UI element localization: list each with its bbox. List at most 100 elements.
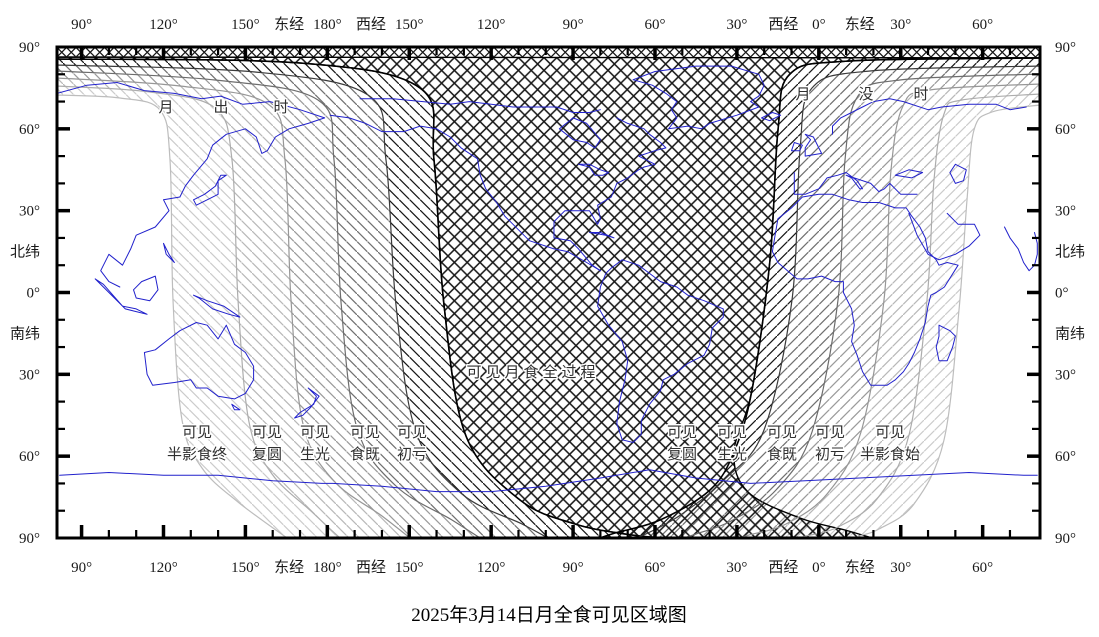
band-label-left-2: 可见 [300, 425, 330, 441]
band-label-right-2: 食既 [767, 446, 797, 463]
band-label-left-2: 生光 [300, 446, 330, 463]
lat-label-right: 30° [1055, 367, 1076, 383]
lat-label-left: 60° [19, 449, 40, 465]
moonrise-label-char: 月 [158, 100, 173, 116]
boundary-left-5 [57, 58, 661, 538]
boundary-left-3 [57, 70, 481, 538]
band-label-right-2: 可见 [767, 425, 797, 441]
coastline-path [179, 117, 326, 198]
lon-label-top: 30° [890, 17, 911, 33]
coastline-path [949, 163, 967, 184]
band-right-3 [741, 84, 1040, 538]
band-label-left-0: 可见 [182, 425, 212, 441]
lon-label-top: 180° [313, 17, 342, 33]
coastline-path [791, 142, 803, 152]
moonset-label-char: 没 [858, 86, 873, 103]
coastline-path [329, 114, 601, 272]
boundary-right-2 [683, 73, 1040, 538]
lat-label-left: 北纬 [10, 244, 40, 261]
lon-label-bottom: 120° [149, 560, 178, 576]
lat-label-left: 60° [19, 122, 40, 138]
lat-label-right: 60° [1055, 449, 1076, 465]
coastlines [57, 65, 1038, 493]
coastline-path [894, 169, 924, 179]
coastline-path [231, 403, 241, 411]
coastline-path [553, 117, 667, 272]
coastline-path [57, 82, 326, 119]
lat-label-left: 90° [19, 531, 40, 547]
lat-label-left: 30° [19, 367, 40, 383]
coastline-path [578, 163, 610, 176]
moonset-label-char: 月 [795, 87, 810, 103]
coastline-path [804, 133, 823, 157]
region-labels: 月出时月没时可见月食全过程可见半影食终可见复圆可见生光可见食既可见初亏可见复圆可… [157, 85, 930, 465]
band-right-1 [636, 66, 1040, 538]
axis-labels: 90°90°120°120°150°150°东经东经180°180°西经西经15… [10, 16, 1085, 576]
lat-label-right: 0° [1055, 286, 1069, 302]
lat-label-left: 90° [19, 40, 40, 56]
lon-label-top: 60° [972, 17, 993, 33]
lon-label-top: 30° [726, 17, 747, 33]
lon-label-bottom: 西经 [768, 559, 798, 576]
band-right-4 [800, 94, 1040, 538]
band-label-left-1: 复圆 [252, 445, 282, 463]
lat-label-left: 30° [19, 204, 40, 220]
band-label-left-1: 可见 [252, 425, 282, 441]
lon-label-top: 90° [71, 17, 92, 33]
band-label-left-4: 初亏 [397, 446, 427, 463]
lon-label-top: 90° [563, 17, 584, 33]
lon-label-top: 150° [231, 17, 260, 33]
lon-label-top: 60° [644, 17, 665, 33]
band-label-left-3: 可见 [350, 425, 380, 441]
coastline-path [133, 275, 159, 302]
lat-label-left: 南纬 [10, 325, 40, 342]
coastline-path [908, 212, 981, 261]
band-label-right-1: 生光 [717, 446, 747, 463]
coastline-path [771, 193, 959, 386]
coastline-path [597, 259, 724, 443]
coastline-path [193, 294, 241, 318]
lon-label-top: 0° [812, 17, 826, 33]
lon-label-top: 120° [149, 17, 178, 33]
lon-label-bottom: 东经 [845, 559, 875, 576]
band-label-right-0: 可见 [667, 425, 697, 441]
phase-boundaries [57, 57, 1040, 538]
lon-label-top: 东经 [845, 16, 875, 33]
lon-label-top: 150° [395, 17, 424, 33]
coastline-path [193, 174, 227, 206]
band-label-left-4: 可见 [397, 425, 427, 441]
lon-label-bottom: 180° [313, 560, 342, 576]
lon-label-top: 东经 [274, 16, 304, 33]
axis-ticks [57, 47, 1040, 538]
band-left-0 [57, 86, 340, 538]
lat-label-right: 90° [1055, 40, 1076, 56]
lat-label-right: 北纬 [1055, 244, 1085, 261]
coastline-path [143, 322, 255, 400]
coastline-path [589, 232, 615, 239]
coastline-path [935, 324, 956, 362]
boundary-right-5 [854, 104, 1040, 538]
band-label-left-3: 食既 [350, 446, 380, 463]
boundary-right-0 [599, 57, 1040, 538]
coastline-path [558, 117, 601, 149]
lat-label-right: 60° [1055, 122, 1076, 138]
band-label-right-3: 可见 [815, 425, 845, 441]
figure-title: 2025年3月14日月全食可见区域图 [411, 604, 687, 626]
band-label-right-1: 可见 [717, 425, 747, 441]
coastline-path [632, 65, 765, 130]
coastline-path [359, 98, 601, 113]
lon-label-bottom: 60° [644, 560, 665, 576]
coastline-path [793, 172, 918, 195]
band-label-right-4: 半影食始 [860, 446, 920, 463]
coastline-path [100, 196, 181, 288]
lon-label-bottom: 西经 [356, 559, 386, 576]
coastline-path [94, 278, 148, 315]
boundary-left-4 [57, 64, 549, 538]
lon-label-bottom: 90° [563, 560, 584, 576]
moonrise-label-char: 出 [213, 99, 228, 116]
lon-label-bottom: 150° [395, 560, 424, 576]
boundary-right-4 [799, 93, 1040, 538]
total-visible-label: 可见月食全过程 [466, 363, 599, 381]
lon-label-bottom: 30° [890, 560, 911, 576]
